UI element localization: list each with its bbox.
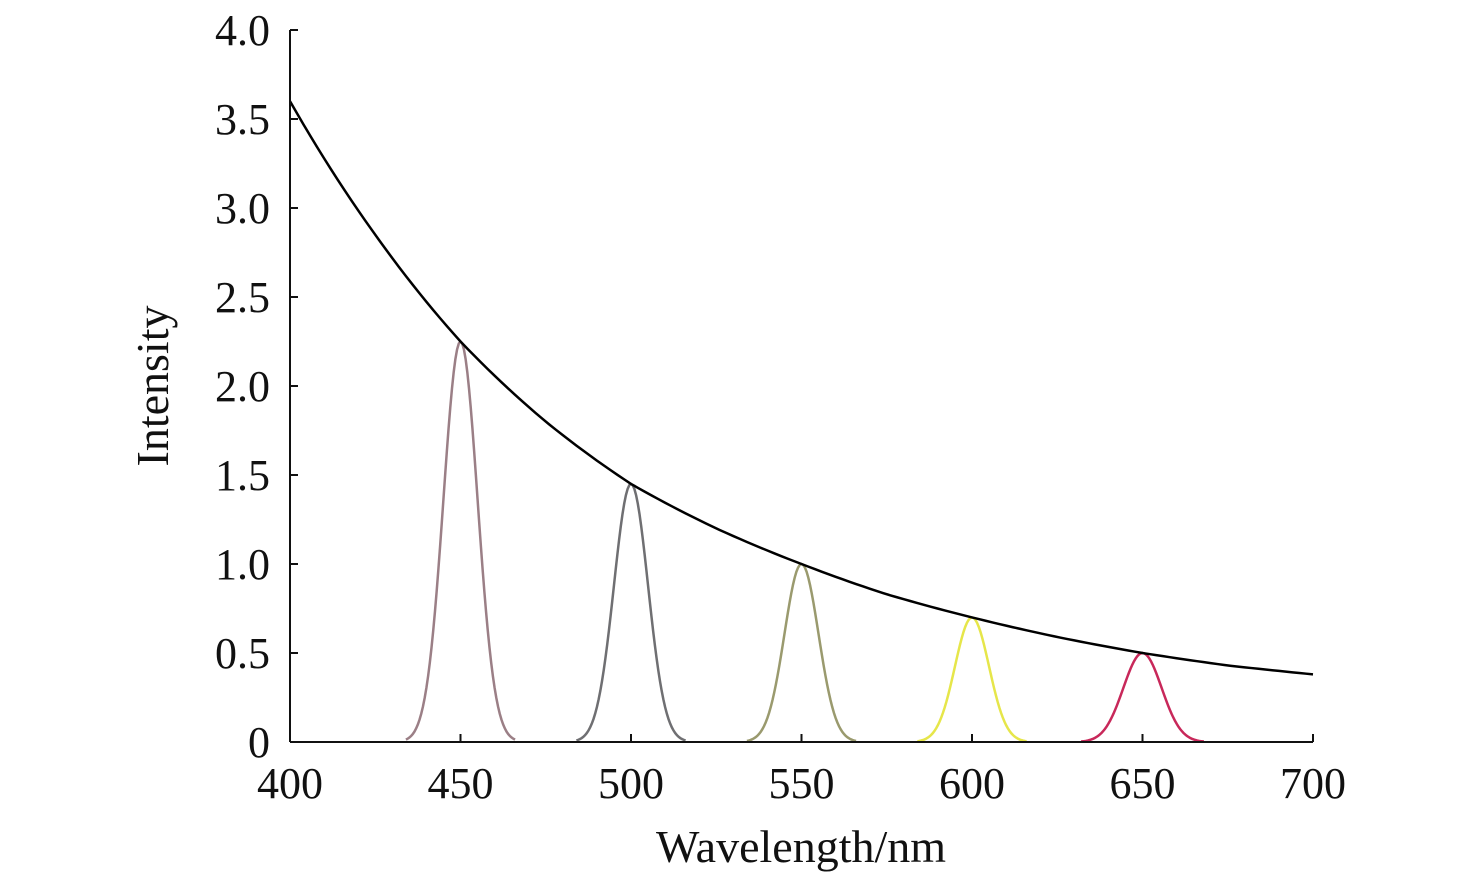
x-tick-label: 400 xyxy=(257,759,323,808)
peaks-layer xyxy=(405,339,1205,743)
x-tick-label: 450 xyxy=(428,759,494,808)
peak-curve-600 xyxy=(917,616,1027,743)
y-tick-label: 2.0 xyxy=(215,362,270,411)
peak-curve-550 xyxy=(746,562,857,743)
y-tick-label: 2.5 xyxy=(215,273,270,322)
x-axis-ticks: 400 450 500 550 600 650 700 xyxy=(257,734,1346,808)
x-tick-label: 650 xyxy=(1110,759,1176,808)
peak-curve-650 xyxy=(1080,651,1205,743)
y-tick-label: 4.0 xyxy=(215,6,270,55)
peak-curve-450 xyxy=(405,339,516,741)
x-tick-label: 700 xyxy=(1280,759,1346,808)
y-axis-ticks: 0 0.5 1.0 1.5 2.0 2.5 3.0 3.5 4.0 xyxy=(215,6,298,767)
plot-area xyxy=(288,100,1314,743)
y-tick-label: 3.5 xyxy=(215,95,270,144)
y-tick-label: 0.5 xyxy=(215,629,270,678)
peak-curve-500 xyxy=(576,482,686,742)
x-axis-title: Wavelength/nm xyxy=(656,821,946,872)
x-tick-label: 500 xyxy=(598,759,664,808)
envelope-curve xyxy=(288,100,1314,676)
x-tick-label: 600 xyxy=(939,759,1005,808)
y-axis-title: Intensity xyxy=(127,306,178,467)
x-tick-label: 550 xyxy=(769,759,835,808)
y-tick-label: 3.0 xyxy=(215,184,270,233)
y-tick-label: 0 xyxy=(248,718,270,767)
y-tick-label: 1.0 xyxy=(215,540,270,589)
y-tick-label: 1.5 xyxy=(215,451,270,500)
